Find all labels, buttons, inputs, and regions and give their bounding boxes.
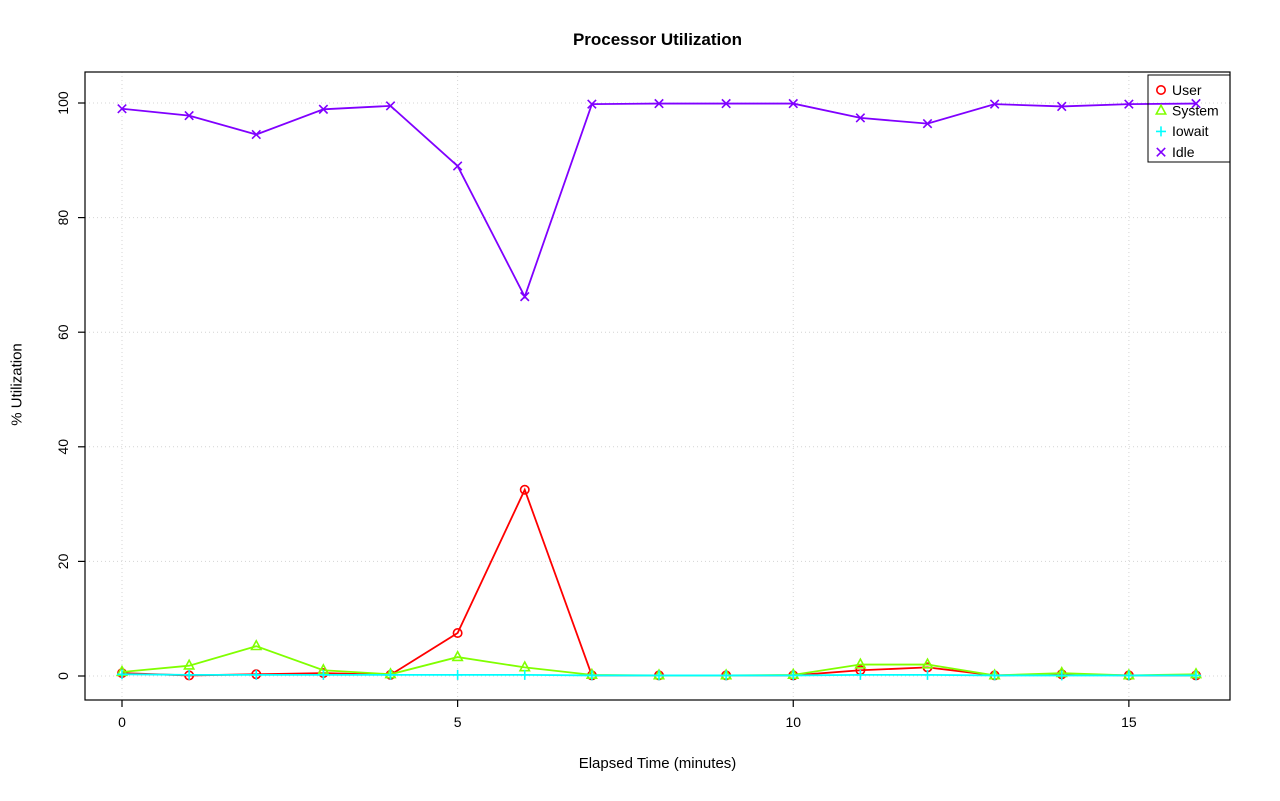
y-tick-label: 20 <box>55 553 71 569</box>
marker-iowait <box>117 669 127 680</box>
marker-system <box>854 657 867 669</box>
marker-iowait <box>1191 670 1201 681</box>
legend-label-user: User <box>1172 82 1202 98</box>
x-axis-label: Elapsed Time (minutes) <box>578 755 737 772</box>
marker-idle <box>788 98 799 109</box>
x-tick-label: 0 <box>118 714 126 730</box>
legend-label-system: System <box>1172 103 1219 119</box>
marker-iowait <box>1056 670 1067 681</box>
marker-iowait <box>452 669 463 680</box>
marker-iowait <box>385 669 396 680</box>
plot-border <box>84 71 1231 701</box>
legend-box <box>1147 74 1231 163</box>
y-tick-label: 100 <box>55 91 71 115</box>
y-tick-label: 80 <box>55 210 71 226</box>
marker-system <box>183 658 196 670</box>
legend-label-idle: Idle <box>1172 144 1195 160</box>
marker-user <box>519 484 530 495</box>
marker-iowait <box>586 670 597 681</box>
marker-system <box>451 650 464 662</box>
series-line-idle <box>121 102 1197 299</box>
marker-iowait <box>654 670 664 681</box>
marker-iowait <box>184 669 195 680</box>
x-tick-label: 15 <box>1121 714 1137 730</box>
x-tick-label: 10 <box>785 714 801 730</box>
marker-idle <box>251 129 262 140</box>
marker-idle <box>989 99 1000 109</box>
marker-idle <box>1056 101 1067 112</box>
marker-iowait <box>721 670 732 681</box>
marker-idle <box>452 161 463 171</box>
marker-idle <box>117 103 127 114</box>
marker-idle <box>855 113 866 123</box>
y-tick-label: 0 <box>55 672 71 680</box>
marker-idle <box>385 101 396 111</box>
marker-idle <box>922 118 933 129</box>
marker-idle <box>318 104 329 115</box>
marker-iowait <box>1123 670 1134 681</box>
marker-iowait <box>251 669 262 680</box>
y-tick-label: 40 <box>55 439 71 455</box>
marker-iowait <box>318 669 329 680</box>
legend-marker-iowait <box>1156 126 1166 137</box>
marker-system <box>921 657 934 669</box>
marker-system <box>250 639 263 651</box>
marker-user <box>452 628 463 639</box>
marker-idle <box>519 291 530 302</box>
legend-marker-user <box>1156 85 1167 96</box>
marker-iowait <box>989 670 1000 681</box>
marker-iowait <box>855 669 866 680</box>
marker-idle <box>1191 98 1201 109</box>
x-tick-label: 5 <box>454 714 462 730</box>
legend-label-iowait: Iowait <box>1172 123 1209 139</box>
legend-marker-idle <box>1156 147 1166 157</box>
marker-idle <box>587 99 597 109</box>
marker-iowait <box>519 669 530 680</box>
marker-idle <box>1124 99 1134 109</box>
marker-idle <box>184 110 194 121</box>
marker-idle <box>721 98 731 109</box>
chart-title: Processor Utilization <box>572 30 743 49</box>
y-tick-label: 60 <box>55 324 71 340</box>
marker-iowait <box>922 669 933 680</box>
marker-iowait <box>788 670 799 681</box>
legend-marker-system <box>1154 103 1168 115</box>
series-line-user <box>121 487 1196 677</box>
marker-idle <box>654 98 664 109</box>
